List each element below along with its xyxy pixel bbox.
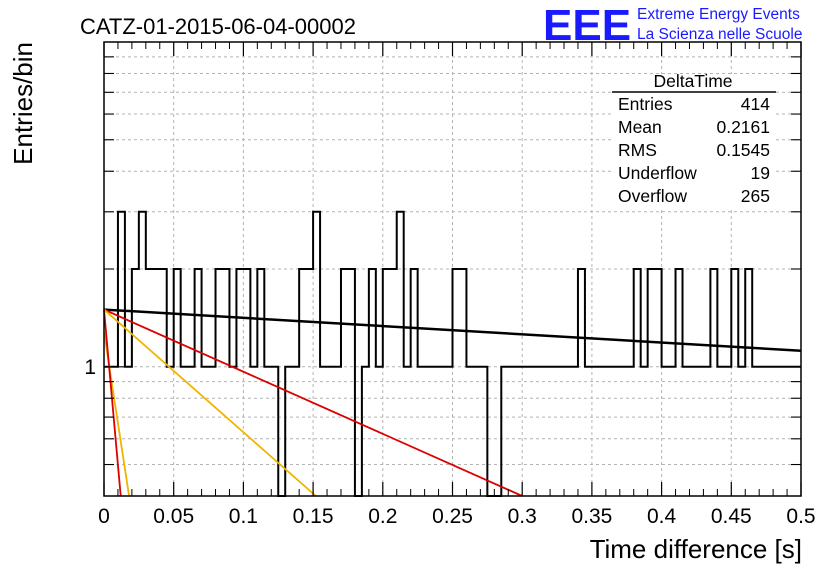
x-tick-label: 0 xyxy=(98,505,110,528)
stats-title: DeltaTime xyxy=(653,71,732,91)
eee-logo: EEE Extreme Energy Events La Scienza nel… xyxy=(543,1,802,50)
fit-lines xyxy=(103,308,802,497)
x-tick-label: 0.45 xyxy=(711,505,752,528)
logo-line-1: Extreme Energy Events xyxy=(637,6,800,23)
x-tick-label: 0.1 xyxy=(229,505,258,528)
stats-box-background xyxy=(612,74,775,210)
x-tick-label: 0.35 xyxy=(571,505,612,528)
x-tick-label: 0.3 xyxy=(508,505,537,528)
y-tick-labels: 1 xyxy=(84,356,96,379)
stats-value: 0.1545 xyxy=(716,140,770,160)
stats-value: 414 xyxy=(741,94,770,114)
stats-label: RMS xyxy=(618,140,657,160)
histogram-outline xyxy=(104,210,801,497)
stats-value: 19 xyxy=(751,163,770,183)
stats-value: 0.2161 xyxy=(716,117,770,137)
y-tick-label: 1 xyxy=(84,356,96,379)
fit-line xyxy=(103,308,317,497)
chart-title: CATZ-01-2015-06-04-00002 xyxy=(80,14,356,39)
x-tick-label: 0.05 xyxy=(153,505,194,528)
stats-label: Mean xyxy=(618,117,662,137)
x-tick-label: 0.2 xyxy=(368,505,397,528)
x-tick-label: 0.4 xyxy=(647,505,677,528)
stats-label: Entries xyxy=(618,94,673,114)
stats-box: DeltaTime Entries 414 Mean 0.2161 RMS 0.1545 U… xyxy=(612,71,776,210)
fit-line xyxy=(103,309,122,497)
stats-label: Overflow xyxy=(618,186,687,206)
stats-value: 265 xyxy=(741,186,770,206)
x-tick-label: 0.5 xyxy=(786,505,815,528)
x-tick-label: 0.25 xyxy=(432,505,473,528)
axis-ticks xyxy=(103,42,802,496)
x-axis-title: Time difference [s] xyxy=(590,534,802,564)
y-axis-title: Entries/bin xyxy=(8,42,38,165)
x-tick-label: 0.15 xyxy=(293,505,334,528)
fit-line xyxy=(103,308,523,497)
histogram xyxy=(104,210,801,497)
stats-label: Underflow xyxy=(618,163,697,183)
x-tick-labels: 0 0.05 0.1 0.15 0.2 0.25 0.3 0.35 0.4 0.45 0.5 xyxy=(98,505,815,528)
fit-line xyxy=(103,308,802,353)
logo-line-2: La Scienza nelle Scuole xyxy=(637,26,802,43)
